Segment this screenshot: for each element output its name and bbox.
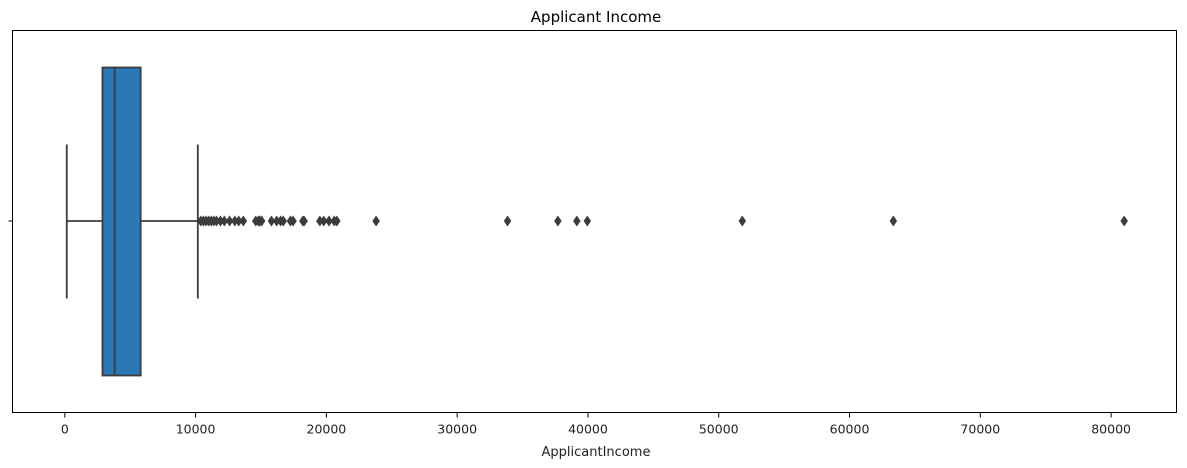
outlier-point [503, 215, 512, 227]
outlier-point [257, 215, 266, 227]
plot-area [8, 30, 1177, 413]
outlier-point [583, 215, 592, 227]
x-tick-label: 0 [61, 422, 69, 437]
x-tick-label: 10000 [176, 422, 216, 437]
x-tick-label: 30000 [437, 422, 477, 437]
x-tick-label: 80000 [1091, 422, 1131, 437]
outlier-point [333, 215, 341, 227]
x-tick-label: 50000 [699, 422, 739, 437]
outlier-point [220, 215, 229, 227]
outlier-point [372, 215, 380, 227]
outlier-point [738, 215, 747, 227]
x-axis-label: ApplicantIncome [542, 445, 651, 460]
x-tick-label: 20000 [307, 422, 347, 437]
x-tick-label: 40000 [568, 422, 608, 437]
outlier-point [300, 215, 308, 227]
outlier-point [889, 215, 898, 227]
outlier-point [279, 215, 287, 227]
chart-title: Applicant Income [531, 8, 661, 26]
outlier-point [289, 215, 297, 227]
outlier-point [1120, 215, 1128, 227]
x-tick-label: 60000 [830, 422, 870, 437]
outlier-point [239, 215, 248, 227]
x-axis-ticks: 0 10000 20000 30000 40000 50000 60000 70000 8000… [61, 412, 1131, 437]
outlier-point [573, 215, 581, 227]
outlier-point [267, 215, 276, 227]
outlier-point [325, 215, 333, 227]
iqr-box [101, 66, 142, 377]
x-tick-label: 70000 [960, 422, 1000, 437]
outlier-point [320, 215, 328, 227]
outlier-point [225, 215, 234, 227]
outlier-point [554, 215, 562, 227]
